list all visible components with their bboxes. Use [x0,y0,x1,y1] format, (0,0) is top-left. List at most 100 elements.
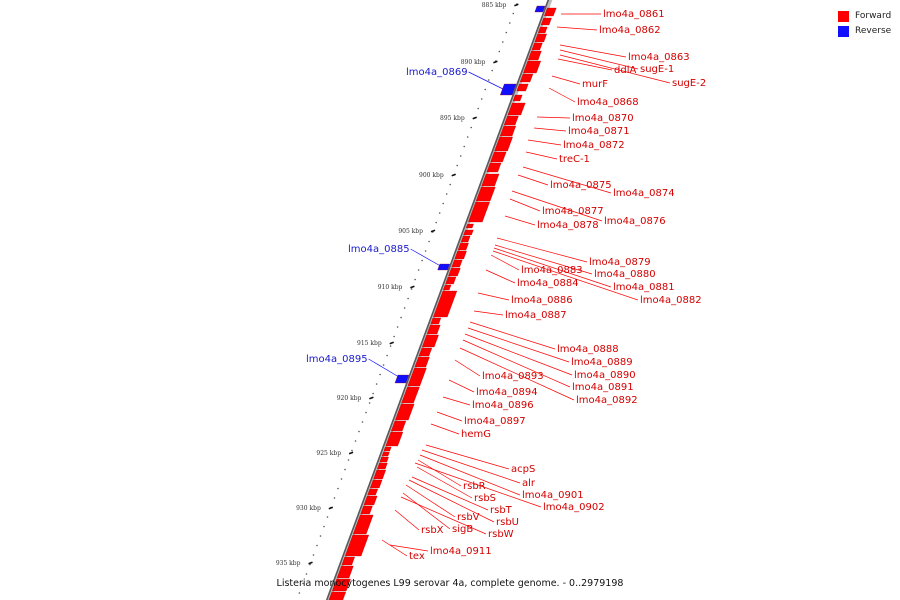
forward-feature [352,514,374,535]
leader-line [527,139,562,146]
leader-line [559,44,627,58]
legend-forward-label: Forward [855,11,892,21]
gene-label: lmo4a_0880 [594,269,656,280]
scale-dot [298,592,301,594]
forward-feature [367,488,379,496]
forward-feature [451,259,463,268]
leader-line [454,359,481,377]
scale-tick [514,3,519,7]
forward-feature [360,505,373,515]
scale-tick [369,396,374,400]
reverse-feature [394,374,410,384]
scale-ticks: 885 kbp 890 kbp 895 kbp 900 kbp 905 kbp 910 k… [276,2,519,567]
gene-label: alr [522,478,536,489]
reverse-feature [437,263,451,271]
forward-feature [463,229,474,236]
scale-dot [414,278,416,281]
reverse-swatch [838,25,849,37]
legend-forward: Forward [838,9,891,23]
scale-tick [348,451,354,455]
gene-label: rsbS [474,493,496,504]
scale-dots [298,3,518,594]
leader-line [548,87,576,103]
forward-feature [442,284,452,291]
forward-feature [516,83,529,92]
scale-dot [340,478,343,480]
leader-line [525,151,558,160]
scale-dot [498,50,501,53]
leader-line [536,116,571,119]
scale-dot [480,98,483,100]
forward-feature [331,578,351,592]
leader-line [417,459,462,487]
scale-dot [484,88,487,91]
scale-tick [328,506,334,510]
scale-dot [337,487,339,490]
scale-dot [368,402,371,404]
scale-tick-label: 890 kbp [461,59,486,66]
gene-label: treC-1 [559,154,590,165]
forward-feature [414,356,430,368]
leader-line [442,396,471,406]
forward-feature [376,462,388,470]
leader-line [405,484,456,518]
scale-dot [449,183,452,186]
scale-dot [389,345,392,347]
gene-label: lmo4a_0888 [557,344,619,355]
scale-tick-label: 935 kbp [276,560,301,567]
leader-line [430,423,460,435]
forward-feature [401,386,420,404]
gene-label: sugE-2 [672,78,706,89]
gene-label: lmo4a_0911 [430,546,492,557]
gene-label: lmo4a_0882 [640,295,702,306]
leader-line [402,492,451,530]
scale-dot [456,164,459,167]
leader-line [400,496,487,535]
scale-dot [410,288,413,290]
gene-label: rsbX [421,525,444,536]
reverse-feature [534,5,546,13]
gene-label: lmo4a_0893 [482,371,544,382]
gene-label: lmo4a_0875 [550,180,612,191]
gene-label: lmo4a_0892 [576,395,638,406]
scale-dot [375,383,378,385]
forward-feature [523,60,542,74]
scale-tick-label: 910 kbp [378,284,403,291]
scale-dot [351,449,353,452]
forward-feature [369,479,383,489]
forward-feature [383,446,392,452]
gene-label: lmo4a_0876 [604,216,666,227]
forward-feature [363,495,378,506]
leader-line [389,544,429,552]
gene-label: lmo4a_0895 [306,354,368,365]
gene-label: lmo4a_0881 [613,282,675,293]
leader-line [448,379,475,393]
gene-label: rsbV [457,512,480,523]
scale-tick [308,561,313,565]
scale-dot [302,582,304,585]
gene-label: sugE-1 [640,64,674,75]
gene-label: lmo4a_0861 [603,9,665,20]
gene-label: lmo4a_0901 [522,490,584,501]
scale-tick [389,341,394,345]
forward-feature [407,367,427,387]
scale-dot [323,525,325,528]
forward-feature [379,456,389,463]
forward-feature [457,242,469,251]
gene-label: lmo4a_0885 [348,244,410,255]
scale-dot [319,535,322,537]
leader-line [468,71,506,91]
leader-line [490,254,520,271]
forward-feature [445,276,457,285]
forward-feature [468,201,490,223]
scale-tick-label: 920 kbp [337,395,362,402]
forward-feature [421,334,439,348]
scale-dot [491,69,494,72]
scale-tick-label: 895 kbp [440,115,465,122]
scale-dot [316,544,318,547]
scale-tick-label: 905 kbp [398,228,423,235]
gene-features [328,5,557,600]
leader-line [556,26,598,31]
gene-label: lmo4a_0883 [521,265,583,276]
